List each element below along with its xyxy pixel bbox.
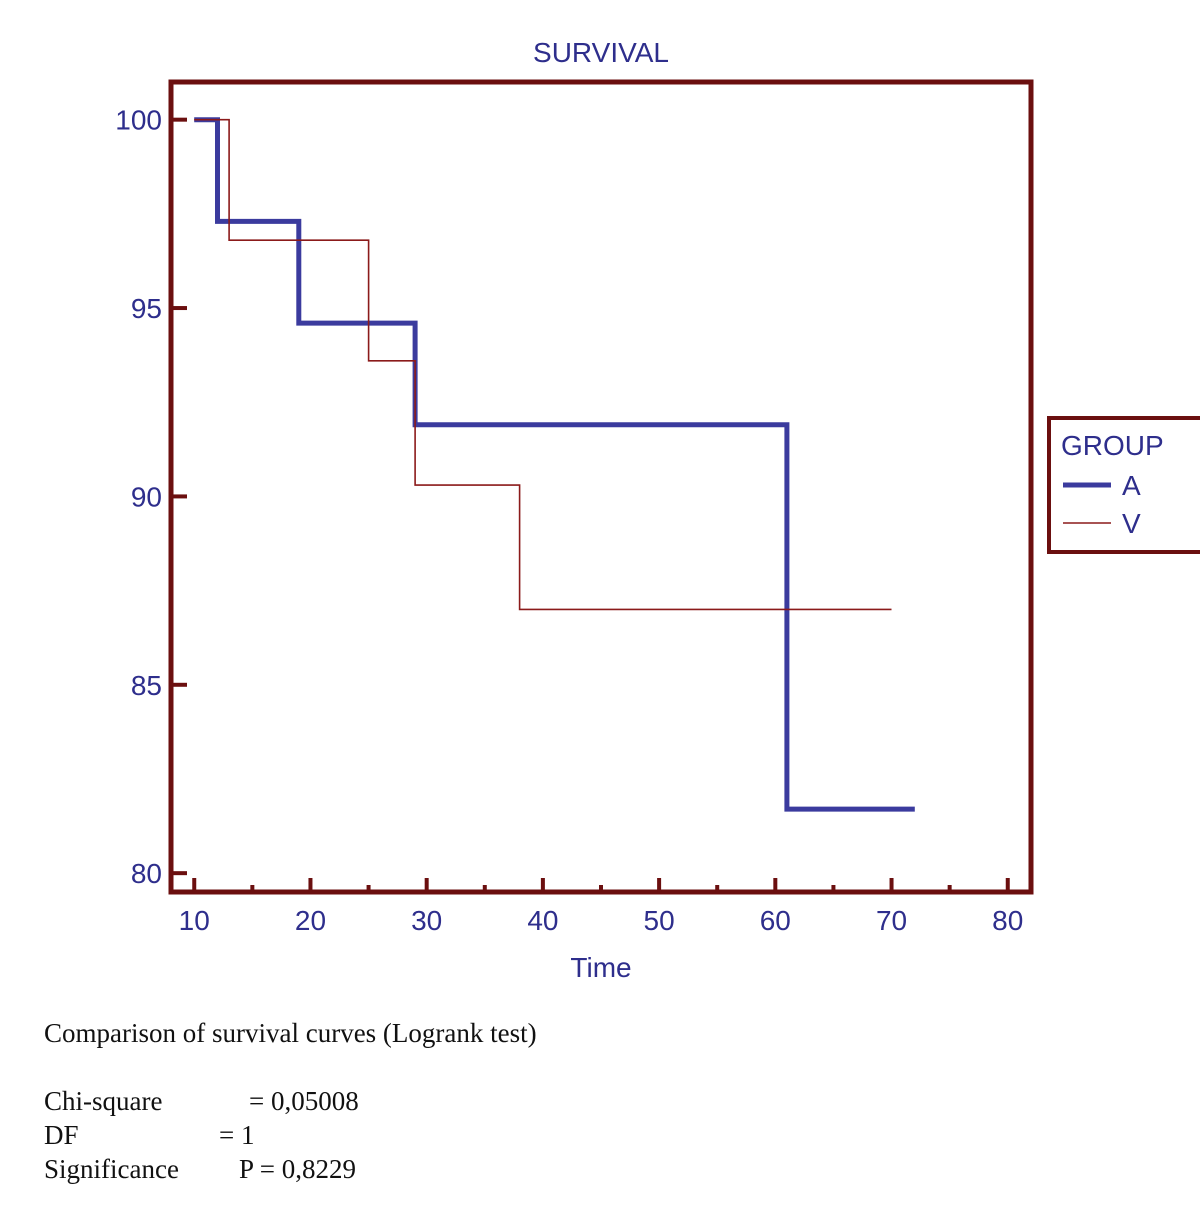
stat-value: = 0,05008 — [249, 1086, 359, 1116]
chart-title: SURVIVAL — [533, 37, 669, 68]
x-axis-label: Time — [570, 952, 631, 983]
x-tick-label: 80 — [992, 905, 1023, 936]
stat-row: Significance P = 0,8229 — [44, 1152, 537, 1186]
x-tick-label: 40 — [527, 905, 558, 936]
x-axis: 10 20 30 40 50 60 70 80 — [179, 878, 1023, 936]
stat-row: DF = 1 — [44, 1118, 537, 1152]
x-tick-label: 20 — [295, 905, 326, 936]
y-tick-label: 85 — [131, 670, 162, 701]
plot-border — [168, 79, 1034, 895]
stat-row: Chi-square = 0,05008 — [44, 1084, 537, 1118]
legend-title: GROUP — [1061, 430, 1164, 461]
x-tick-label: 50 — [644, 905, 675, 936]
stat-value: P = 0,8229 — [239, 1154, 356, 1184]
stat-value: = 1 — [219, 1120, 255, 1150]
x-tick-label: 70 — [876, 905, 907, 936]
survival-chart: SURVIVAL 10 20 30 40 50 60 70 80 80 85 90 95 100 Ti… — [115, 37, 1200, 983]
legend-label-v: V — [1122, 508, 1141, 539]
y-axis: 80 85 90 95 100 — [115, 105, 187, 889]
stats-heading: Comparison of survival curves (Logrank t… — [44, 1018, 537, 1048]
stat-label: Chi-square — [44, 1086, 163, 1116]
series-v-line — [194, 118, 892, 611]
stat-label: Significance — [44, 1154, 179, 1184]
series-a-line — [194, 117, 915, 812]
x-tick-label: 60 — [760, 905, 791, 936]
y-tick-label: 80 — [131, 858, 162, 889]
stat-label: DF — [44, 1120, 79, 1150]
x-tick-label: 30 — [411, 905, 442, 936]
plot-frame — [168, 79, 1034, 895]
legend-label-a: A — [1122, 470, 1141, 501]
series-layer — [194, 117, 915, 812]
logrank-stats: Comparison of survival curves (Logrank t… — [44, 1016, 537, 1186]
y-tick-label: 100 — [115, 105, 162, 136]
x-tick-label: 10 — [179, 905, 210, 936]
y-tick-label: 90 — [131, 481, 162, 512]
legend: GROUP AV — [1047, 416, 1200, 554]
y-tick-label: 95 — [131, 293, 162, 324]
